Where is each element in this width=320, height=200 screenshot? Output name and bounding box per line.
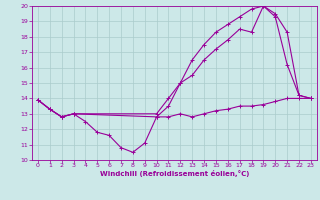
- X-axis label: Windchill (Refroidissement éolien,°C): Windchill (Refroidissement éolien,°C): [100, 170, 249, 177]
